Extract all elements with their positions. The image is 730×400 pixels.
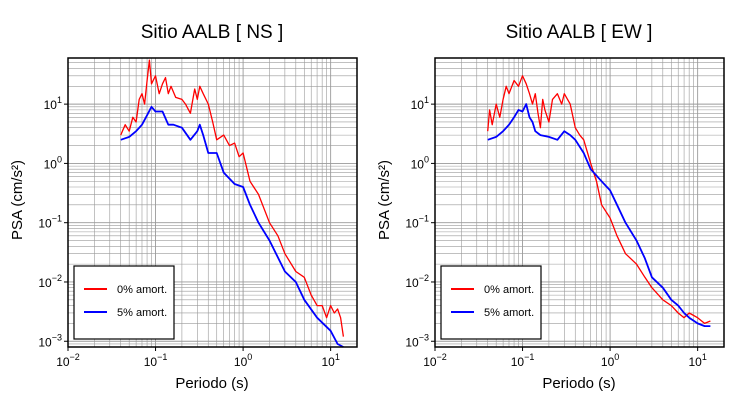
ew-legend-box bbox=[440, 265, 542, 340]
ew-tick-x: 10−2 bbox=[423, 352, 447, 369]
ns-tick-x: 10−1 bbox=[144, 352, 168, 369]
ns-x-axis-label: Periodo (s) bbox=[175, 375, 248, 392]
ew-series-5pct-line bbox=[487, 103, 711, 328]
ns-tick-x: 100 bbox=[234, 352, 252, 369]
ew-legend-label-5pct: 5% amort. bbox=[484, 307, 534, 319]
ns-plot-frame bbox=[67, 57, 358, 348]
ew-series-0pct-line bbox=[487, 75, 711, 325]
ns-tick-labels: 10−2 10−1 100 101 10−3 10−2 10−1 100 101 bbox=[38, 95, 339, 369]
ns-tick-x: 10−2 bbox=[56, 352, 80, 369]
ew-tick-y: 100 bbox=[411, 154, 429, 171]
ns-tick-y: 101 bbox=[44, 95, 62, 112]
ew-y-axis-label: PSA (cm/s²) bbox=[376, 160, 393, 240]
ew-tick-x: 100 bbox=[601, 352, 619, 369]
ew-plot-area bbox=[434, 57, 725, 348]
ns-title: Sitio AALB [ NS ] bbox=[141, 22, 284, 43]
ns-tick-y: 10−3 bbox=[38, 332, 62, 349]
ns-tick-y: 100 bbox=[44, 154, 62, 171]
ns-tick-y: 10−2 bbox=[38, 273, 62, 290]
ns-series-0pct-line bbox=[120, 59, 345, 337]
ns-tick-x: 101 bbox=[321, 352, 339, 369]
ns-tick-y: 10−1 bbox=[38, 214, 62, 231]
ns-plot-area bbox=[67, 57, 358, 348]
ew-plot-frame bbox=[434, 57, 725, 348]
ew-x-axis-label: Periodo (s) bbox=[542, 375, 615, 392]
ew-tick-x: 101 bbox=[688, 352, 706, 369]
ew-panel: Sitio AALB [ EW ] 10−2 10−1 100 10110−310−2… bbox=[376, 22, 725, 392]
ew-tick-y: 10−2 bbox=[405, 273, 429, 290]
ew-tick-y: 101 bbox=[411, 95, 429, 112]
ew-tick-labels: 10−2 10−1 100 101 10−3 10−2 10−1 100 101 bbox=[405, 95, 706, 369]
ns-y-axis-label: PSA (cm/s²) bbox=[9, 160, 26, 240]
ew-tick-y: 10−1 bbox=[405, 214, 429, 231]
ns-legend: 0% amort. 5% amort. bbox=[73, 265, 175, 340]
ns-legend-label-5pct: 5% amort. bbox=[117, 307, 167, 319]
ns-series-5pct-line bbox=[120, 105, 344, 348]
ew-legend-label-0pct: 0% amort. bbox=[484, 284, 534, 296]
ns-legend-label-0pct: 0% amort. bbox=[117, 284, 167, 296]
ew-tick-x: 10−1 bbox=[511, 352, 535, 369]
ew-legend: 0% amort. 5% amort. bbox=[440, 265, 542, 340]
ew-tick-y: 10−3 bbox=[405, 332, 429, 349]
ew-title: Sitio AALB [ EW ] bbox=[506, 22, 653, 43]
ns-legend-box bbox=[73, 265, 175, 340]
ns-panel: Sitio AALB [ NS ] 10−2 10−1 100 10110−310−2… bbox=[9, 22, 358, 392]
